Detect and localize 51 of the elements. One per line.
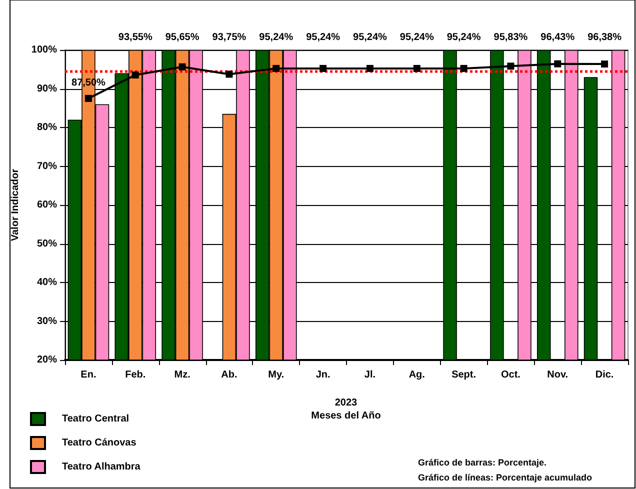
y-axis-title: Valor Indicador [10,168,22,242]
x-tick-label: Jn. [316,370,330,380]
point [507,62,514,70]
x-tick-label: Dic. [595,370,614,380]
text: Gráfico de barras: Porcentaje. [418,458,547,468]
x-tick-label: Feb. [125,370,146,380]
data-label: 93,55% [118,32,152,43]
data-label: 95,24% [446,32,481,43]
text: Gráfico de líneas: Porcentaje acumulado [418,472,593,482]
y-tick-label: 30% [36,316,58,327]
data-label: 95,24% [352,32,388,43]
data-label: 95,65% [165,32,200,43]
legend-label: Teatro Alhambra [62,462,141,472]
y-tick-label: 50% [36,238,58,250]
y-tick-label: 70% [36,160,58,172]
x-tick-label: My. [268,370,284,380]
x-axis-title: 2023 Meses del Año [311,398,381,422]
x-tick-label: Jl. [364,370,376,380]
data-label: 93,75% [212,32,246,43]
point [413,64,420,72]
data-label: 95,24% [259,32,294,43]
y-tick-label: 90% [36,83,58,94]
x-tick-label: Ab. [221,370,238,380]
point [272,64,280,72]
x-tick-label: Mz. [174,370,191,380]
point [554,60,562,68]
legend-label: Teatro Central [62,414,130,424]
x-tick-label: En. [80,370,96,380]
point [601,60,608,68]
x-tick-label: Ag. [408,370,426,380]
point [178,63,186,70]
y-tick-label: 100% [31,44,58,56]
point [132,71,139,78]
y-tick-label: 20% [36,354,58,366]
point [460,64,468,72]
data-label: 96,43% [540,32,575,43]
y-tick-label: 40% [36,277,58,288]
point [84,94,92,102]
y-tick-label: 80% [36,122,58,133]
point [366,64,374,72]
data-label: 96,38% [588,32,622,43]
x-tick-label: Nov. [547,370,568,380]
legend-label: Teatro Cánovas [62,438,137,448]
y-tick-label: 60% [36,200,58,210]
x-tick-label: Oct. [500,370,521,380]
x-tick-label: Sept. [452,370,476,380]
data-label: 95,83% [494,32,528,43]
data-label: 95,24% [306,32,340,43]
point [320,64,327,72]
point [226,70,233,78]
data-label: 95,24% [400,32,434,43]
